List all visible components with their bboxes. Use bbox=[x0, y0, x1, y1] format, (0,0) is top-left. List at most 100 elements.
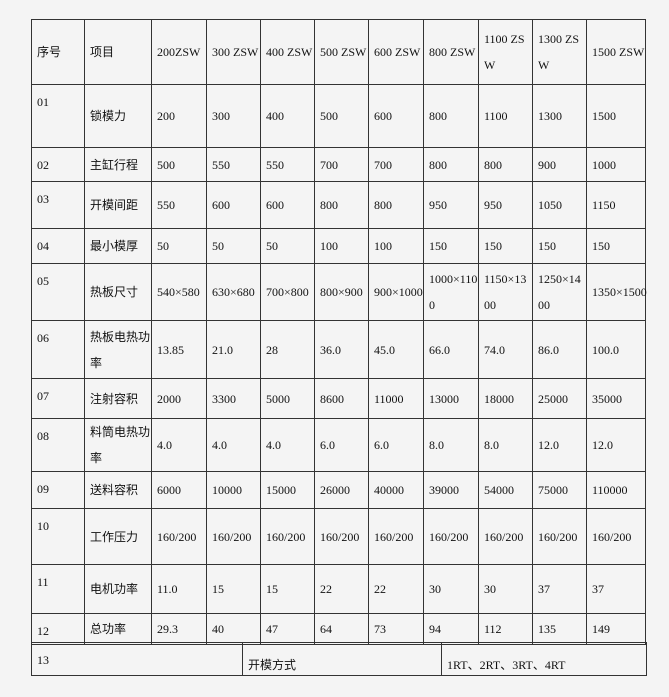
row-number: 01 bbox=[31, 84, 85, 148]
value-cell: 6.0 bbox=[368, 418, 424, 472]
value-cell: 3300 bbox=[206, 378, 261, 419]
value-cell: 950 bbox=[478, 181, 533, 229]
value-cell: 45.0 bbox=[368, 320, 424, 379]
value-cell: 1150×1300 bbox=[478, 263, 533, 321]
value-cell: 26000 bbox=[314, 471, 369, 509]
row-item: 开模间距 bbox=[84, 181, 152, 229]
header-cell: 序号 bbox=[31, 19, 85, 85]
row-number: 07 bbox=[31, 378, 85, 419]
table-row: 08 料筒电热功率 4.0 4.0 4.0 6.0 6.0 8.0 8.0 12.0 12.0 bbox=[31, 418, 646, 472]
value-cell: 40 bbox=[206, 613, 261, 645]
header-cell: 500 ZSW bbox=[314, 19, 369, 85]
value-cell: 4.0 bbox=[206, 418, 261, 472]
header-cell: 1500 ZSW bbox=[586, 19, 646, 85]
header-cell: 1300 ZSW bbox=[532, 19, 587, 85]
header-cell: 200ZSW bbox=[151, 19, 207, 85]
value-cell: 25000 bbox=[532, 378, 587, 419]
value-cell: 50 bbox=[151, 228, 207, 264]
value-cell: 8.0 bbox=[478, 418, 533, 472]
value-cell: 37 bbox=[532, 564, 587, 614]
value-cell: 22 bbox=[314, 564, 369, 614]
value-cell: 112 bbox=[478, 613, 533, 645]
row-number: 03 bbox=[31, 181, 85, 229]
value-cell: 700 bbox=[368, 147, 424, 182]
value-cell: 35000 bbox=[586, 378, 646, 419]
table-row: 05 热板尺寸 540×580 630×680 700×800 800×900 900×10… bbox=[31, 263, 647, 321]
table-row: 11 电机功率 11.0 15 15 22 22 30 30 37 37 bbox=[31, 564, 646, 614]
value-cell: 160/200 bbox=[151, 508, 207, 565]
value-cell: 75000 bbox=[532, 471, 587, 509]
value-cell: 15 bbox=[206, 564, 261, 614]
value-cell: 100.0 bbox=[586, 320, 646, 379]
value-cell: 1300 bbox=[532, 84, 587, 148]
value-cell: 94 bbox=[423, 613, 479, 645]
value-cell: 150 bbox=[423, 228, 479, 264]
value-cell: 550 bbox=[260, 147, 315, 182]
footer-row: 13 开模方式 1RT、2RT、3RT、4RT bbox=[31, 642, 647, 676]
value-cell: 22 bbox=[368, 564, 424, 614]
value-cell: 150 bbox=[478, 228, 533, 264]
value-cell: 8600 bbox=[314, 378, 369, 419]
row-number: 06 bbox=[31, 320, 85, 379]
value-cell: 2000 bbox=[151, 378, 207, 419]
value-cell: 15 bbox=[260, 564, 315, 614]
value-cell: 600 bbox=[368, 84, 424, 148]
table-row: 03 开模间距 550 600 600 800 800 950 950 1050 1150 bbox=[31, 181, 646, 229]
value-cell: 550 bbox=[151, 181, 207, 229]
value-cell: 950 bbox=[423, 181, 479, 229]
value-cell: 900×1000 bbox=[368, 263, 424, 321]
spec-table: 序号 项目 200ZSW 300 ZSW 400 ZSW 500 ZSW 600 ZSW 80… bbox=[31, 19, 647, 645]
value-cell: 30 bbox=[478, 564, 533, 614]
header-cell: 600 ZSW bbox=[368, 19, 424, 85]
value-cell: 11.0 bbox=[151, 564, 207, 614]
table-row: 10 工作压力 160/200 160/200 160/200 160/200 160/20… bbox=[31, 508, 646, 565]
value-cell: 73 bbox=[368, 613, 424, 645]
value-cell: 540×580 bbox=[151, 263, 207, 321]
row-item: 锁模力 bbox=[84, 84, 152, 148]
value-cell: 135 bbox=[532, 613, 587, 645]
value-cell: 15000 bbox=[260, 471, 315, 509]
value-cell: 630×680 bbox=[206, 263, 261, 321]
value-cell: 110000 bbox=[586, 471, 646, 509]
value-cell: 36.0 bbox=[314, 320, 369, 379]
value-cell: 160/200 bbox=[586, 508, 646, 565]
row-item: 注射容积 bbox=[84, 378, 152, 419]
value-cell: 300 bbox=[206, 84, 261, 148]
row-item: 主缸行程 bbox=[84, 147, 152, 182]
value-cell: 800 bbox=[423, 147, 479, 182]
row-item: 总功率 bbox=[84, 613, 152, 645]
value-cell: 1500 bbox=[586, 84, 646, 148]
footer-value: 1RT、2RT、3RT、4RT bbox=[441, 642, 647, 676]
value-cell: 12.0 bbox=[532, 418, 587, 472]
row-number: 05 bbox=[31, 263, 85, 321]
row-number: 02 bbox=[31, 147, 85, 182]
value-cell: 4.0 bbox=[260, 418, 315, 472]
value-cell: 200 bbox=[151, 84, 207, 148]
header-cell: 300 ZSW bbox=[206, 19, 261, 85]
footer-no: 13 bbox=[31, 642, 243, 676]
value-cell: 50 bbox=[260, 228, 315, 264]
value-cell: 160/200 bbox=[314, 508, 369, 565]
value-cell: 12.0 bbox=[586, 418, 646, 472]
value-cell: 1000×1100 bbox=[423, 263, 479, 321]
value-cell: 1150 bbox=[586, 181, 646, 229]
value-cell: 13.85 bbox=[151, 320, 207, 379]
value-cell: 39000 bbox=[423, 471, 479, 509]
value-cell: 30 bbox=[423, 564, 479, 614]
row-number: 08 bbox=[31, 418, 85, 472]
value-cell: 1000 bbox=[586, 147, 646, 182]
value-cell: 74.0 bbox=[478, 320, 533, 379]
value-cell: 160/200 bbox=[532, 508, 587, 565]
row-item: 热板尺寸 bbox=[84, 263, 152, 321]
value-cell: 800 bbox=[423, 84, 479, 148]
table-row: 12 总功率 29.3 40 47 64 73 94 112 135 149 bbox=[31, 613, 646, 645]
row-item: 最小模厚 bbox=[84, 228, 152, 264]
table-row: 02 主缸行程 500 550 550 700 700 800 800 900 1000 bbox=[31, 147, 646, 182]
value-cell: 100 bbox=[368, 228, 424, 264]
value-cell: 149 bbox=[586, 613, 646, 645]
value-cell: 11000 bbox=[368, 378, 424, 419]
value-cell: 5000 bbox=[260, 378, 315, 419]
value-cell: 1100 bbox=[478, 84, 533, 148]
value-cell: 4.0 bbox=[151, 418, 207, 472]
row-number: 04 bbox=[31, 228, 85, 264]
